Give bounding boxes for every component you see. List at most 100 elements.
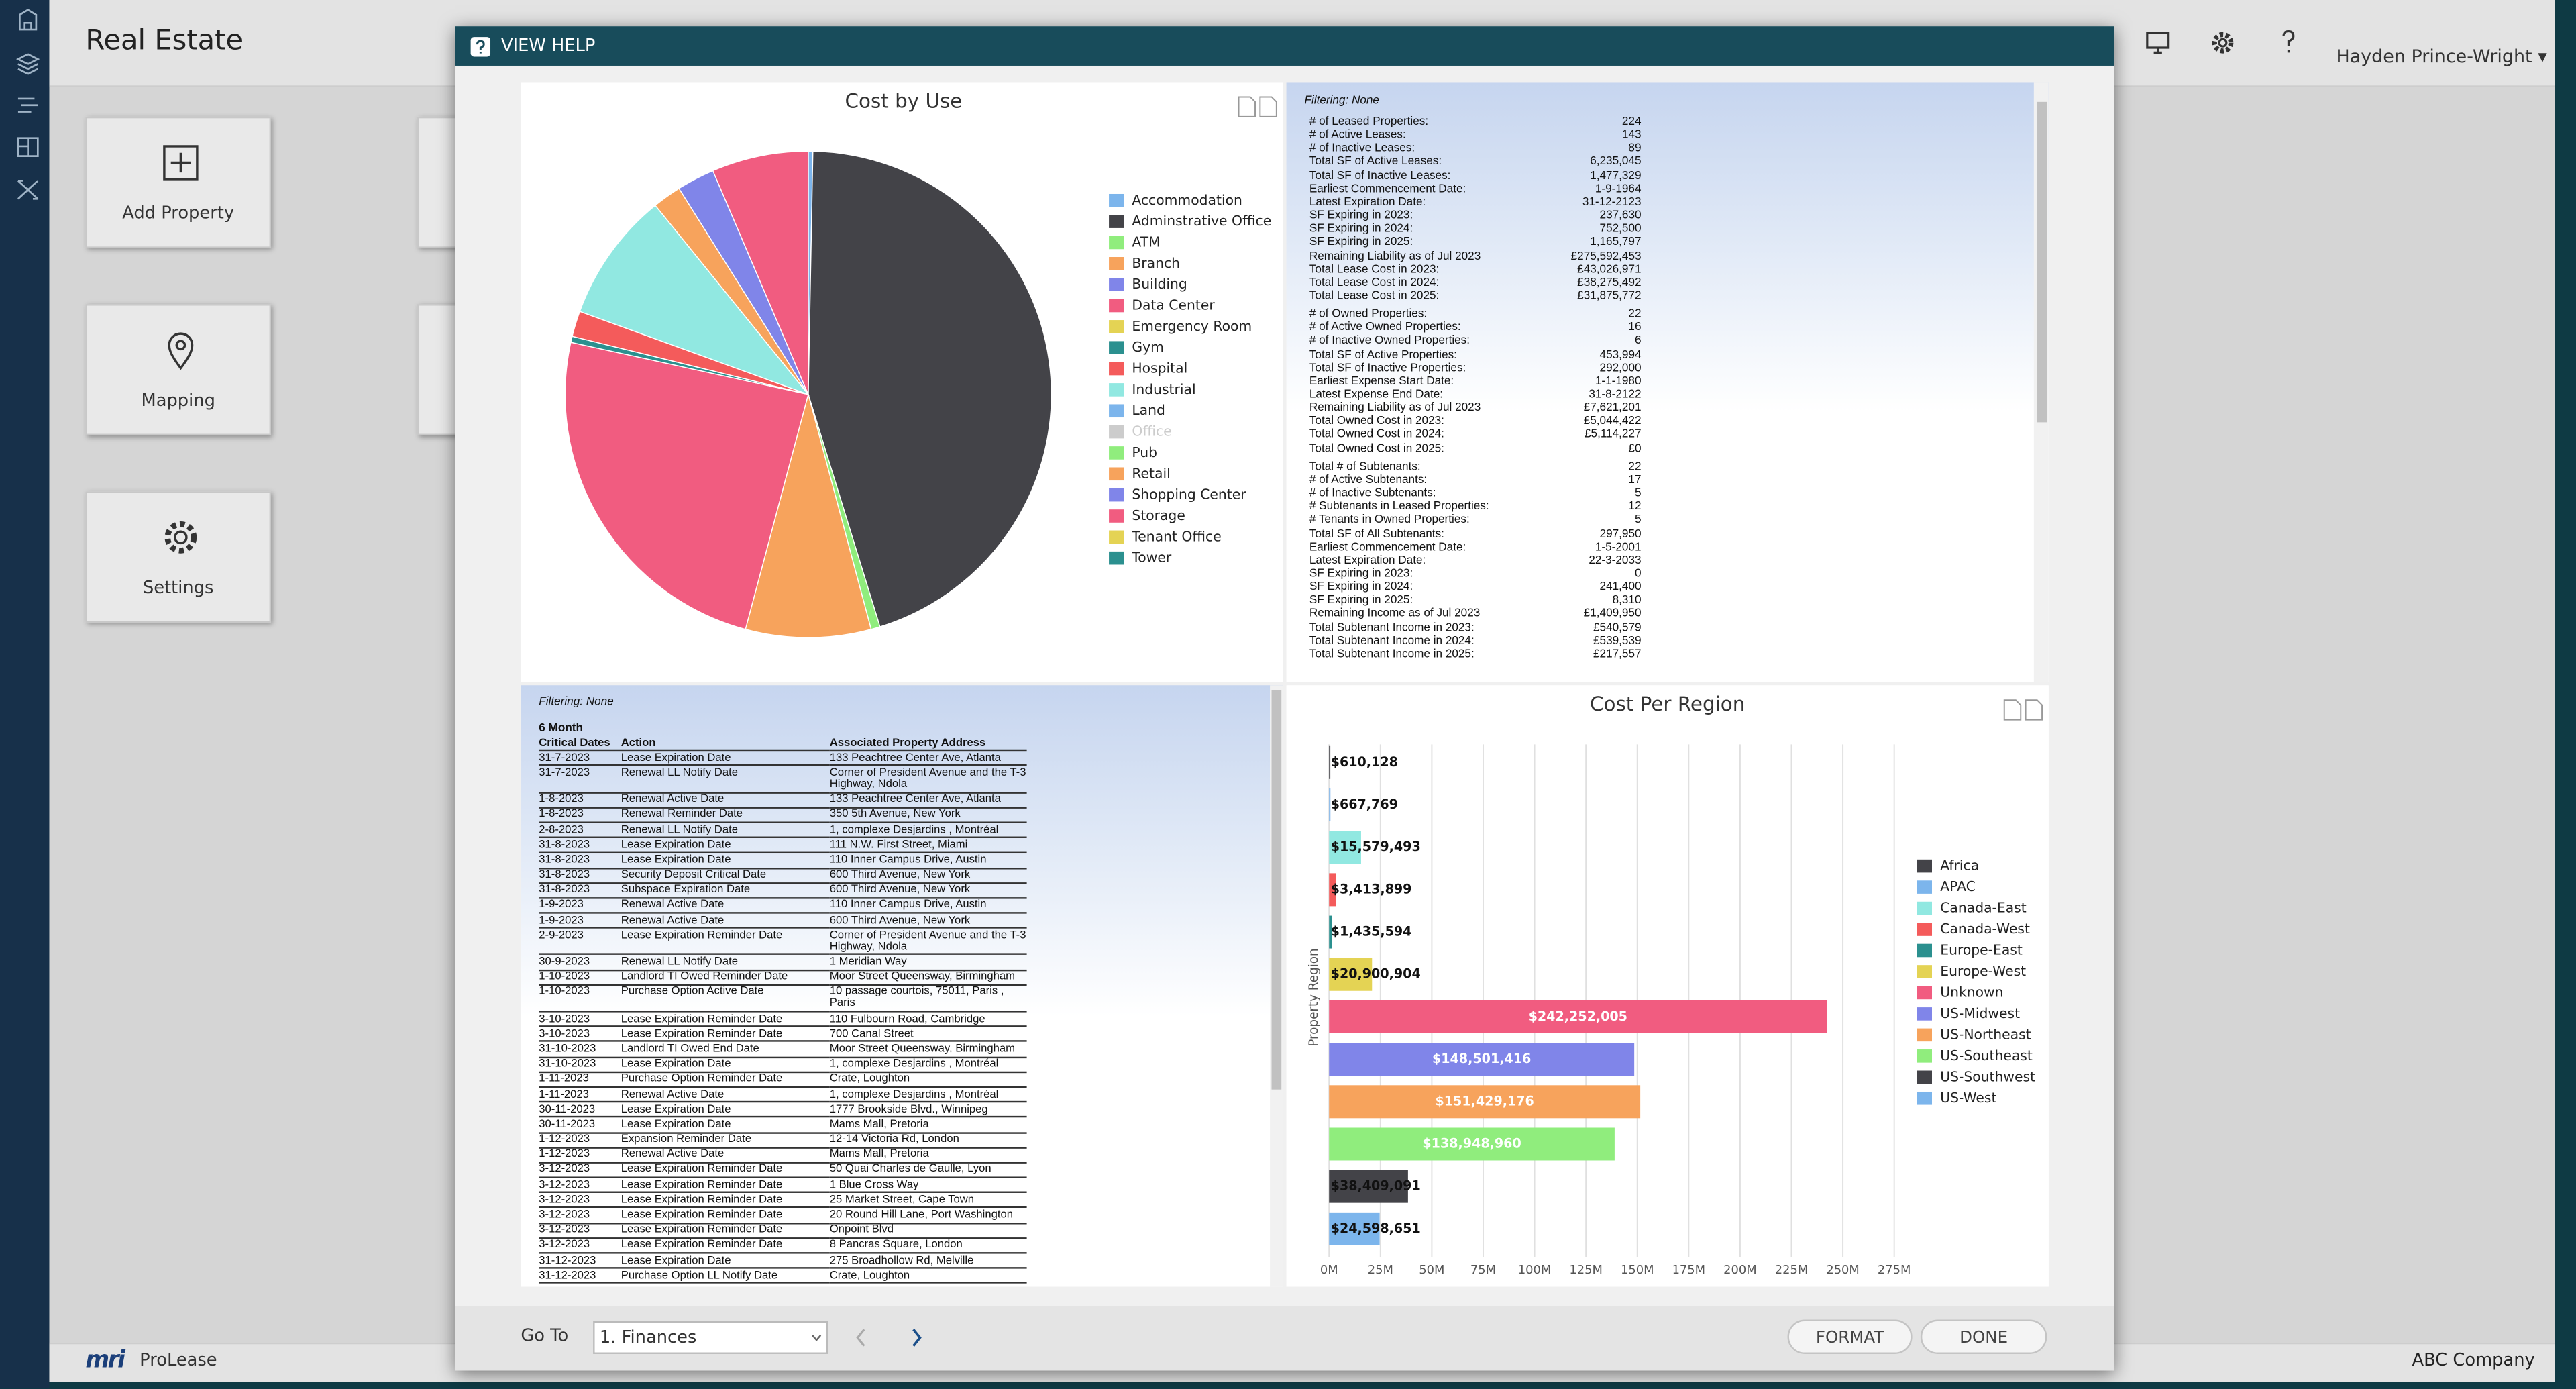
home-icon[interactable] (19, 9, 38, 31)
table-cell: Renewal Active Date (621, 913, 830, 929)
done-button[interactable]: DONE (1920, 1319, 2047, 1354)
layers-icon[interactable] (15, 53, 40, 75)
legend-label: Industrial (1132, 381, 1195, 397)
summary-label: # of Leased Properties: (1309, 116, 1429, 129)
bar (1329, 1212, 1380, 1245)
scroll-thumb[interactable] (1271, 690, 1282, 1090)
value-label: $242,252,005 (1529, 1009, 1627, 1024)
table-row: 31-12-2023 Purchase Option LL Notify Date… (539, 1268, 1027, 1284)
critical-dates-panel: Filtering: None 6 Month Critical Dates Ac… (521, 685, 1283, 1287)
x-tick-label: 150M (1621, 1263, 1654, 1277)
table-cell: Lease Expiration Date (621, 837, 830, 854)
legend-label: Europe-East (1940, 941, 2023, 958)
table-cell: 31-8-2023 (539, 852, 621, 869)
table-cell: Purchase Option Active Date (621, 984, 830, 1013)
format-button[interactable]: FORMAT (1787, 1319, 1913, 1354)
table-cell: 111 N.W. First Street, Miami (829, 837, 1027, 854)
export-icons[interactable] (1238, 96, 1277, 117)
summary-value: 143 (1621, 130, 1642, 142)
add-property-tile[interactable]: Add Property (85, 116, 272, 248)
table-cell: Corner of President Avenue and the T-3 H… (829, 765, 1027, 793)
prev-button[interactable] (856, 1329, 865, 1347)
bar (1329, 1043, 1635, 1076)
table-cell: Lease Expiration Date (621, 852, 830, 869)
legend-swatch (1109, 257, 1124, 270)
next-button[interactable] (912, 1329, 922, 1347)
table-row: 1-8-2023 Renewal Active Date 133 Peachtree… (539, 792, 1027, 809)
modal-titlebar (455, 26, 2114, 66)
summary-value: £5,114,227 (1585, 429, 1642, 442)
export-icons[interactable] (2003, 699, 2043, 721)
table-cell: Crate, Loughton (829, 1268, 1027, 1284)
table-row: 3-12-2023 Lease Expiration Reminder Date 2… (539, 1207, 1027, 1224)
table-cell: Renewal Active Date (621, 898, 830, 914)
scrollbar[interactable] (1270, 685, 1283, 1287)
table-row: 31-7-2023 Lease Expiration Date 133 Peacht… (539, 750, 1027, 767)
tools-icon[interactable] (17, 180, 39, 200)
table-cell: 133 Peachtree Center Ave, Atlanta (829, 750, 1027, 767)
mapping-tile[interactable]: Mapping (85, 304, 272, 435)
goto-select[interactable]: 1. Finances (593, 1321, 828, 1354)
legend-swatch (1109, 383, 1124, 397)
bar (1329, 745, 1331, 779)
settings-icon[interactable] (2212, 32, 2234, 54)
legend-swatch (1917, 986, 1933, 1000)
table-row: 1-12-2023 Renewal Active Date Mams Mall, P… (539, 1147, 1027, 1164)
legend-swatch (1917, 1007, 1933, 1021)
legend-label: US-West (1940, 1090, 1996, 1106)
summary-value: 453,994 (1599, 349, 1642, 361)
plan-icon[interactable] (17, 137, 39, 158)
legend-swatch (1109, 509, 1124, 523)
x-tick-label: 275M (1878, 1263, 1911, 1277)
legend-label: Adminstrative Office (1132, 213, 1271, 229)
app-title: Real Estate (85, 24, 244, 58)
summary-label: Total Subtenant Income in 2024: (1309, 635, 1474, 648)
legend-label: Hospital (1132, 360, 1187, 376)
company-name: ABC Company (2412, 1351, 2535, 1371)
help-icon[interactable] (2282, 30, 2295, 53)
table-cell: 275 Broadhollow Rd, Melville (829, 1253, 1027, 1270)
table-cell: 1777 Brookside Blvd., Winnipeg (829, 1102, 1027, 1119)
value-label: $610,128 (1331, 754, 1398, 770)
legend-label: Data Center (1132, 297, 1215, 313)
table-cell: Renewal LL Notify Date (621, 822, 830, 839)
summary-list: # of Leased Properties: 224 # of Active Le… (1287, 82, 2034, 682)
summary-value: 237,630 (1599, 210, 1642, 222)
summary-label: SF Expiring in 2025: (1309, 595, 1413, 607)
user-name: Hayden Prince-Wright (2336, 46, 2532, 68)
summary-label: Remaining Liability as of Jul 2023 (1309, 403, 1481, 415)
bar (1329, 915, 1332, 949)
bar (1329, 831, 1361, 864)
legend-swatch (1917, 880, 1933, 894)
legend-swatch (1109, 299, 1124, 313)
user-menu[interactable]: Hayden Prince-Wright ▾ (2336, 46, 2547, 68)
critical-dates-table: Critical Dates Action Associated Property … (539, 736, 1027, 1284)
scroll-thumb[interactable] (2036, 101, 2047, 423)
table-cell: 31-7-2023 (539, 750, 621, 767)
settings-tile[interactable]: Settings (85, 491, 272, 623)
help-badge (470, 37, 491, 57)
legend-swatch (1917, 1091, 1933, 1105)
pin-icon (168, 332, 194, 370)
list-icon[interactable] (17, 97, 38, 113)
summary-label: SF Expiring in 2023: (1309, 568, 1413, 580)
summary-label: Total SF of Active Leases: (1309, 156, 1442, 168)
bar (1329, 958, 1373, 991)
legend-label: Accommodation (1132, 192, 1242, 208)
table-cell: Lease Expiration Reminder Date (621, 1192, 830, 1209)
legend-swatch (1109, 362, 1124, 376)
monitor-icon[interactable] (2146, 32, 2170, 54)
legend-label: Building (1132, 276, 1187, 292)
x-tick-label: 50M (1419, 1263, 1444, 1277)
pie-chart: Cost by Use Accommodation Adminstrative O… (564, 89, 1277, 638)
tile-label: Add Property (122, 203, 235, 224)
table-cell: 1, complexe Desjardins , Montréal (829, 822, 1027, 839)
table-cell: 1-10-2023 (539, 970, 621, 986)
table-cell: Renewal LL Notify Date (621, 765, 830, 793)
table-row: 3-12-2023 Lease Expiration Reminder Date O… (539, 1223, 1027, 1239)
legend-label: Office (1132, 423, 1171, 440)
scrollbar[interactable] (2033, 82, 2049, 682)
summary-label: Total Owned Cost in 2025: (1309, 443, 1444, 455)
legend-swatch (1109, 551, 1124, 565)
select-caret (812, 1335, 822, 1342)
